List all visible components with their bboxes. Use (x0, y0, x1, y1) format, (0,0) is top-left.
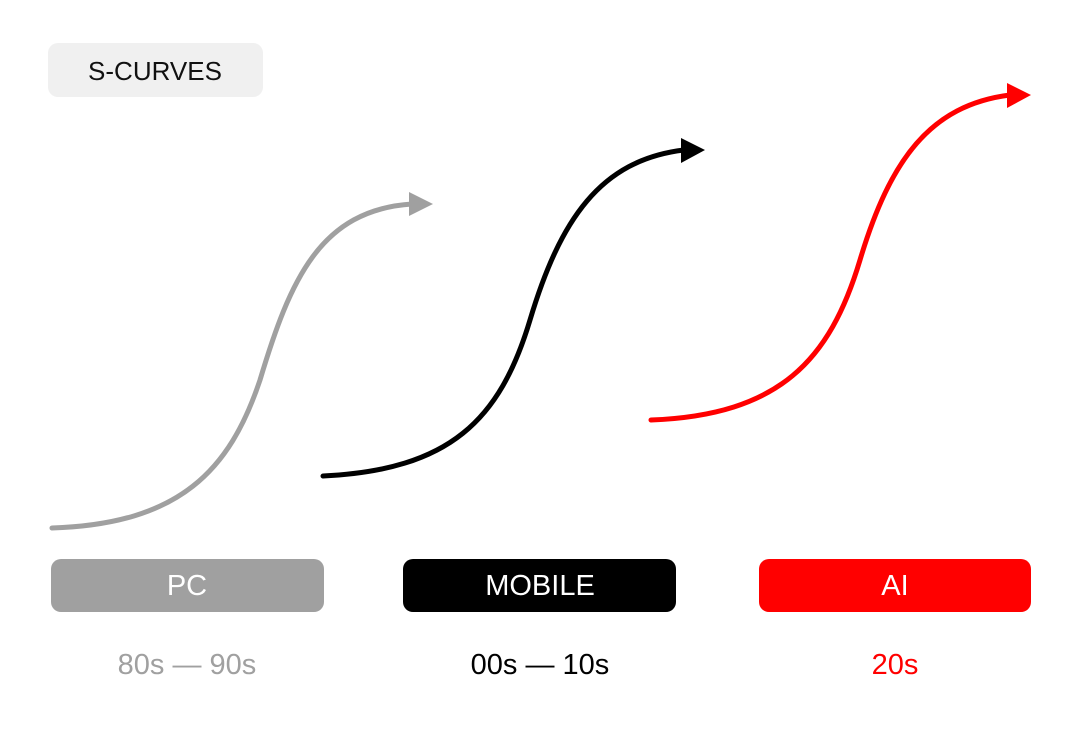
era-pill (51, 559, 324, 612)
tag-box (48, 43, 263, 97)
era-period: 20s (872, 649, 919, 681)
arrowhead (681, 138, 705, 163)
era-period: 00s — 10s (471, 649, 610, 681)
era-label: PC (167, 570, 207, 602)
arrowhead (1007, 83, 1031, 108)
curve (648, 92, 1013, 423)
mobile-curve (320, 138, 705, 479)
pc-curve (49, 192, 433, 531)
era-pill (759, 559, 1031, 612)
curve (49, 201, 415, 531)
ai-curve (648, 83, 1031, 423)
arrowhead (409, 192, 433, 216)
tag-label: S-CURVES (88, 56, 222, 86)
curve (320, 147, 687, 479)
era-label: MOBILE (485, 570, 595, 602)
era-period: 80s — 90s (118, 649, 257, 681)
era-label: AI (881, 570, 908, 602)
era-pill (403, 559, 676, 612)
